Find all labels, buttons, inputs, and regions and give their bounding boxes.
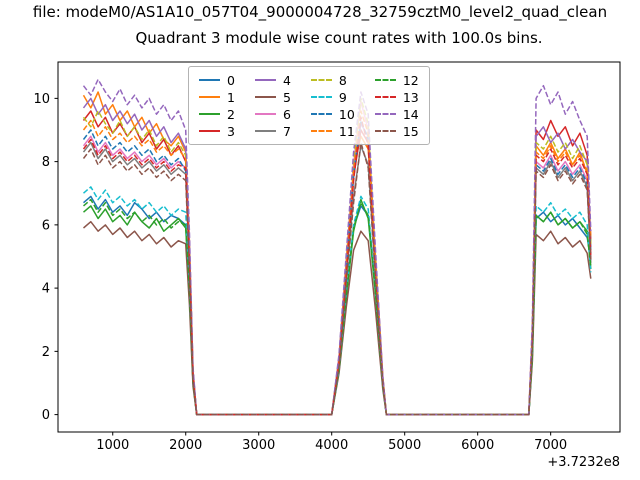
series-line-13 — [82, 116, 592, 416]
legend-label: 1 — [227, 89, 235, 105]
legend-label: 10 — [338, 106, 355, 122]
y-tick-label: 8 — [42, 155, 50, 170]
chart-title: Quadrant 3 module wise count rates with … — [135, 29, 543, 47]
legend-line-sample — [199, 79, 220, 81]
legend-item: 11 — [310, 123, 355, 139]
axes-frame — [57, 61, 621, 433]
legend-label: 15 — [402, 123, 419, 139]
legend-label: 12 — [402, 72, 419, 88]
legend-label: 14 — [402, 106, 419, 122]
legend-label: 5 — [282, 89, 291, 105]
legend-line-sample — [199, 113, 220, 115]
legend-line-sample — [199, 130, 220, 132]
legend-item: 7 — [254, 123, 291, 139]
source-file-text: file: modeM0/AS1A10_057T04_9000004728_32… — [32, 3, 608, 21]
x-tick-label: 1000 — [96, 438, 129, 453]
legend-label: 4 — [282, 72, 291, 88]
legend-line-sample — [254, 96, 276, 98]
x-tick-label: 5000 — [388, 438, 421, 453]
series-line-14 — [82, 78, 592, 416]
y-tick-label: 2 — [42, 345, 50, 360]
legend-label: 3 — [227, 123, 235, 139]
legend-line-sample — [310, 96, 332, 98]
legend-line-sample — [374, 113, 396, 115]
y-tick-label: 0 — [42, 408, 50, 423]
x-tick-label: 6000 — [461, 438, 494, 453]
legend-label: 7 — [282, 123, 291, 139]
series-line-8 — [82, 97, 592, 416]
legend-label: 9 — [338, 89, 347, 105]
x-tick-label: 4000 — [315, 438, 348, 453]
series-line-15 — [82, 141, 592, 416]
x-tick-label: 2000 — [169, 438, 202, 453]
legend-item: 6 — [254, 106, 291, 122]
legend-line-sample — [254, 130, 276, 132]
legend: 0 1 2 3 4 5 6 7 8 9 10 11 12 13 14 15 — [188, 66, 430, 145]
y-tick-label: 10 — [33, 92, 50, 107]
y-tick-label: 6 — [42, 218, 50, 233]
legend-item: 0 — [199, 72, 235, 88]
legend-item: 12 — [374, 72, 419, 88]
legend-item: 2 — [199, 106, 235, 122]
legend-item: 15 — [374, 123, 419, 139]
legend-label: 2 — [227, 106, 235, 122]
legend-line-sample — [374, 130, 396, 132]
x-tick-label: 3000 — [242, 438, 275, 453]
legend-line-sample — [310, 113, 332, 115]
legend-label: 11 — [338, 123, 355, 139]
x-tick-label: 7000 — [534, 438, 567, 453]
x-axis-offset-label: +3.7232e8 — [547, 455, 620, 470]
legend-item: 14 — [374, 106, 419, 122]
legend-line-sample — [310, 130, 332, 132]
legend-label: 13 — [402, 89, 419, 105]
y-tick-label: 4 — [42, 282, 50, 297]
legend-line-sample — [254, 79, 276, 81]
legend-item: 1 — [199, 89, 235, 105]
legend-item: 13 — [374, 89, 419, 105]
legend-line-sample — [310, 79, 332, 81]
legend-item: 10 — [310, 106, 355, 122]
legend-label: 8 — [338, 72, 347, 88]
legend-label: 6 — [282, 106, 291, 122]
legend-item: 5 — [254, 89, 291, 105]
legend-label: 0 — [227, 72, 235, 88]
legend-item: 3 — [199, 123, 235, 139]
series-line-11 — [82, 110, 592, 416]
legend-line-sample — [374, 96, 396, 98]
legend-item: 8 — [310, 72, 355, 88]
legend-line-sample — [374, 79, 396, 81]
legend-line-sample — [199, 96, 220, 98]
legend-item: 4 — [254, 72, 291, 88]
legend-item: 9 — [310, 89, 355, 105]
legend-line-sample — [254, 113, 276, 115]
